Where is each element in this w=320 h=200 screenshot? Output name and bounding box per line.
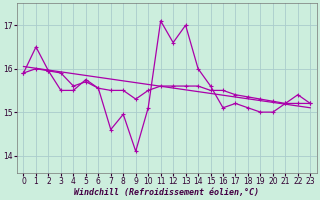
X-axis label: Windchill (Refroidissement éolien,°C): Windchill (Refroidissement éolien,°C) bbox=[74, 188, 260, 197]
